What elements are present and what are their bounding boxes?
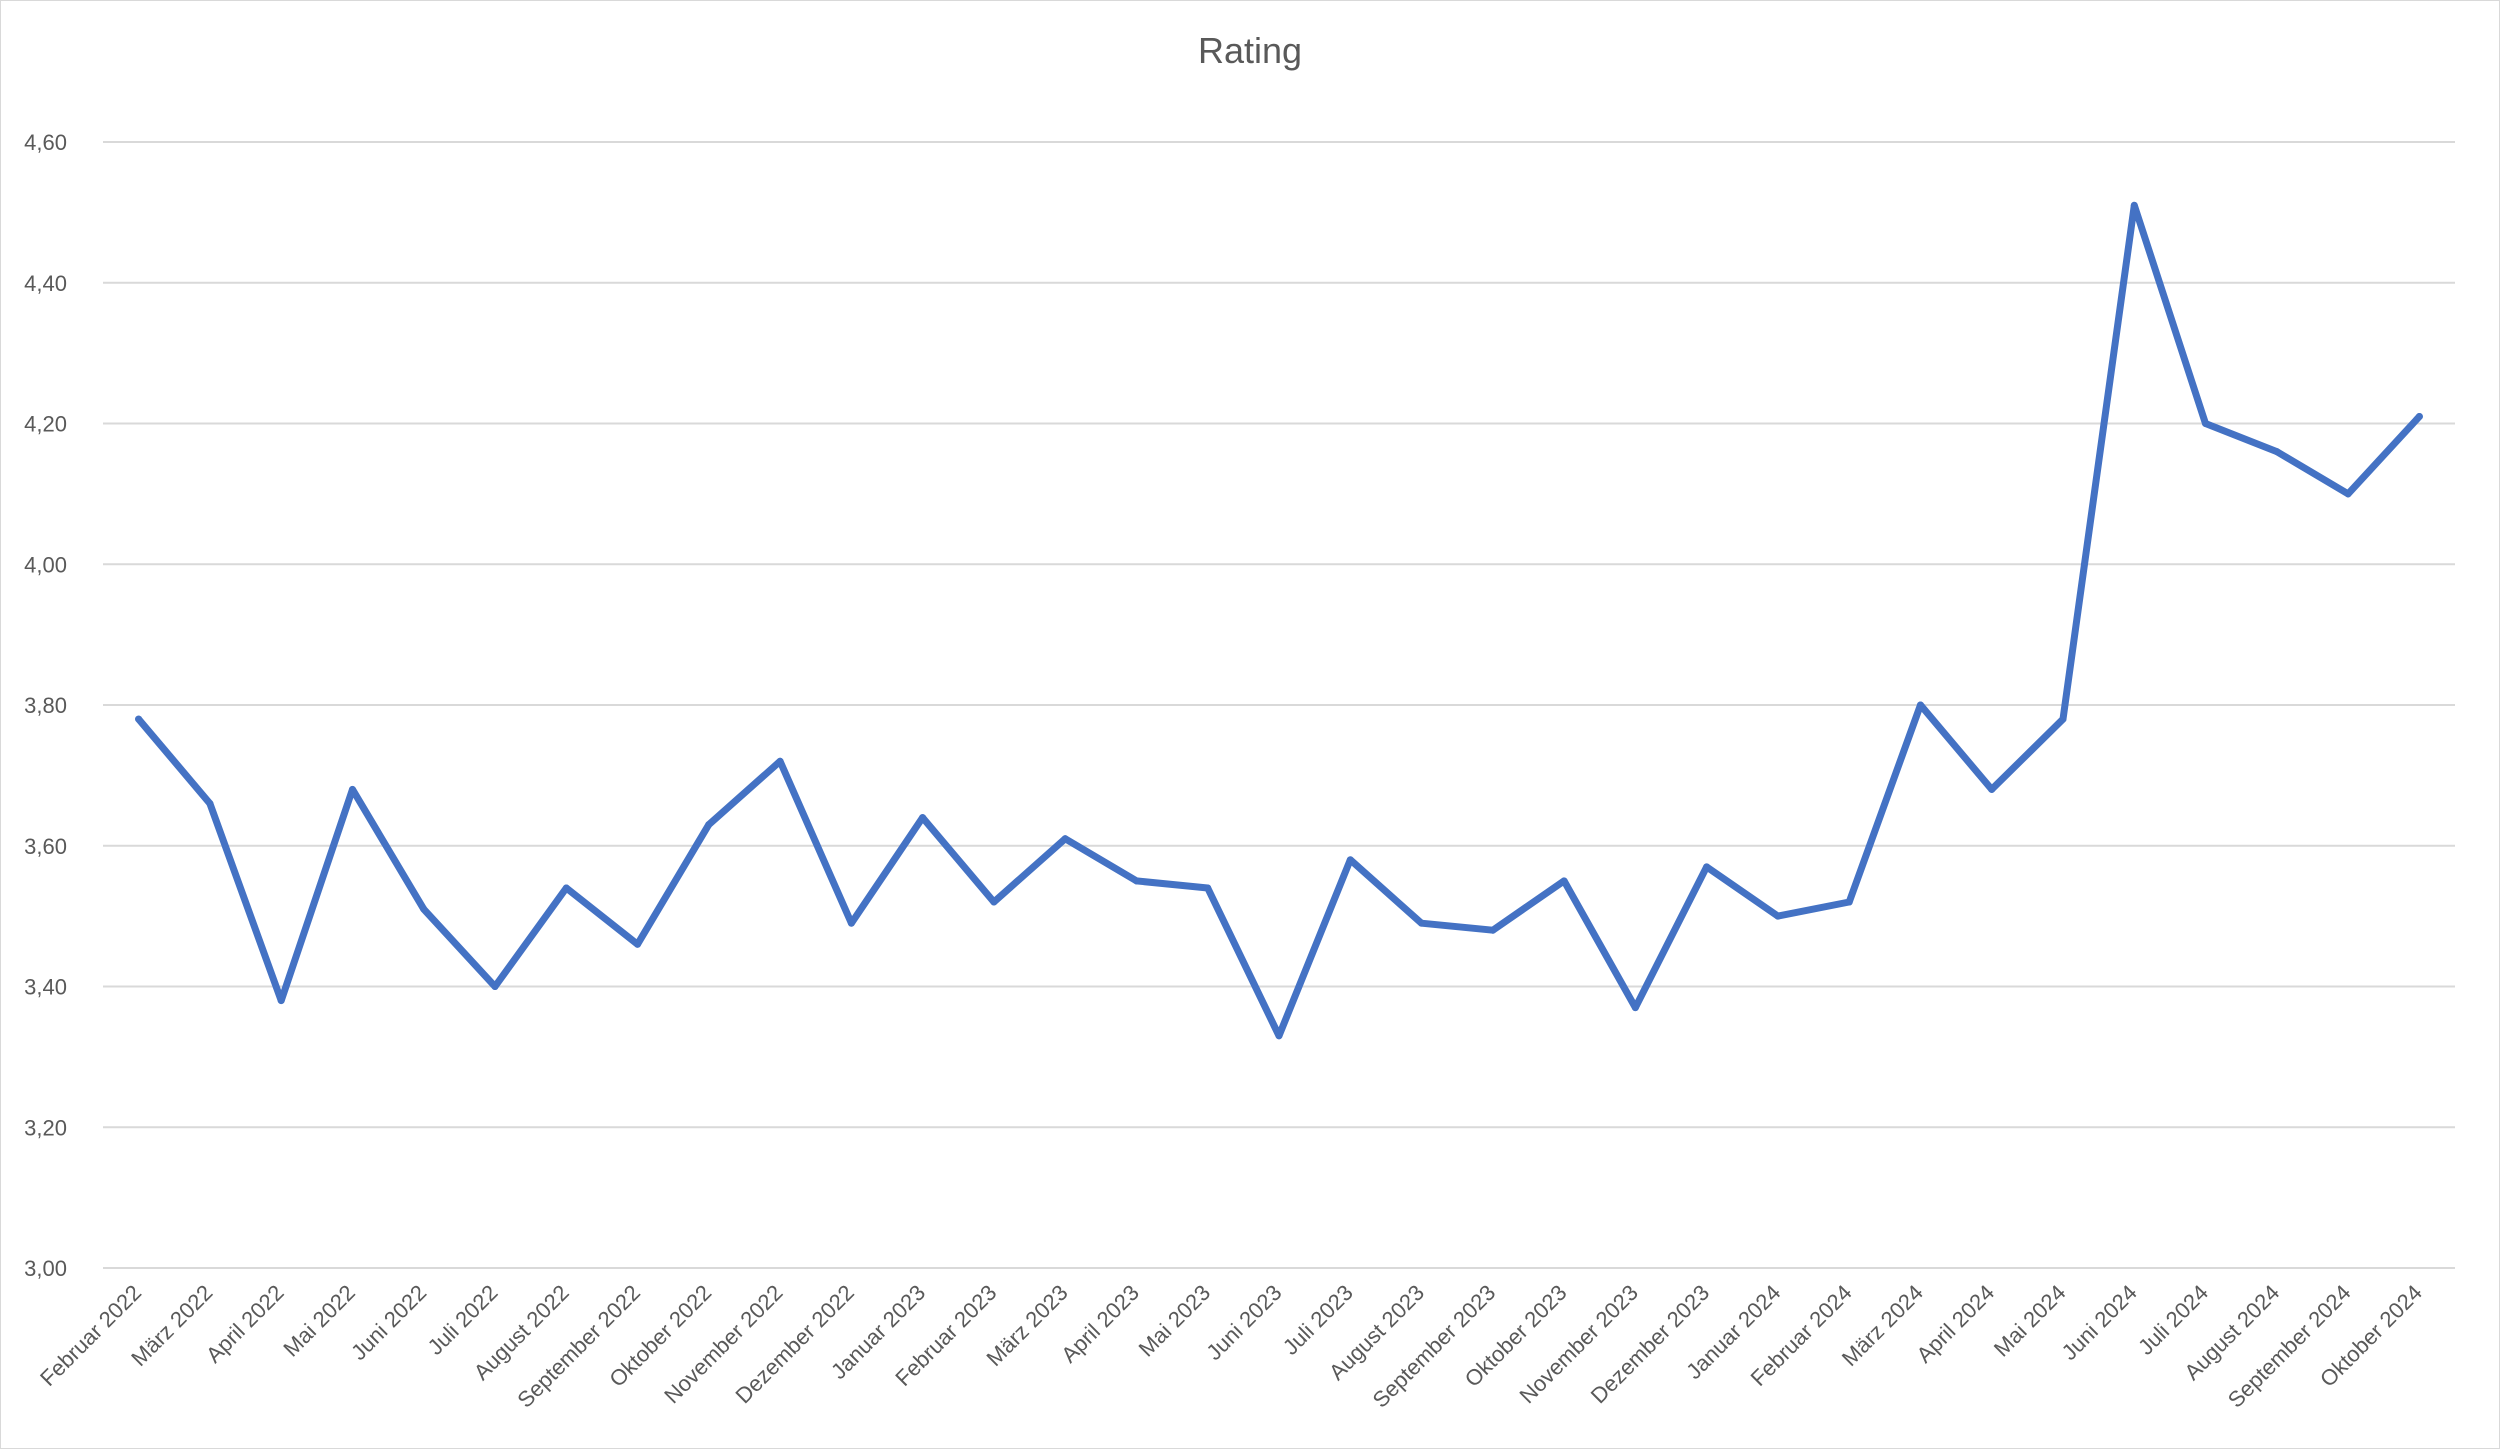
data-point: [1132, 877, 1140, 885]
data-point: [1774, 912, 1782, 920]
x-tick-label: September 2022: [512, 1280, 645, 1413]
data-point: [277, 997, 285, 1005]
data-point: [2202, 420, 2210, 427]
y-tick-label: 3,40: [24, 975, 67, 1000]
data-point: [1916, 701, 1924, 709]
chart-title: Rating: [1198, 30, 1302, 71]
data-point: [420, 905, 428, 913]
y-tick-label: 3,60: [24, 834, 67, 859]
data-point: [206, 800, 214, 808]
y-tick-label: 4,60: [24, 130, 67, 155]
data-point: [2130, 201, 2138, 209]
y-tick-label: 3,00: [24, 1256, 67, 1281]
data-point: [1988, 785, 1996, 793]
data-point: [348, 785, 356, 793]
x-tick-label: April 2024: [1912, 1280, 2000, 1368]
data-point: [1845, 898, 1853, 906]
x-tick-label: September 2023: [1368, 1280, 1501, 1413]
data-point: [776, 757, 784, 765]
data-point: [1061, 835, 1069, 843]
data-point: [634, 940, 642, 948]
x-tick-label: April 2022: [201, 1280, 289, 1368]
data-point: [135, 715, 143, 723]
data-point: [562, 884, 570, 892]
data-point: [2344, 490, 2352, 498]
y-tick-label: 3,20: [24, 1115, 67, 1140]
data-point: [919, 814, 927, 822]
x-tick-label: April 2023: [1056, 1280, 1144, 1368]
y-tick-label: 4,20: [24, 412, 67, 437]
data-point: [705, 821, 713, 829]
x-tick-label: Juni 2023: [1201, 1280, 1286, 1365]
data-point: [491, 983, 499, 990]
data-point: [1418, 919, 1426, 927]
y-tick-label: 4,00: [24, 552, 67, 577]
y-tick-label: 3,80: [24, 693, 67, 718]
data-point: [1631, 1004, 1639, 1012]
y-tick-label: 4,40: [24, 271, 67, 296]
x-tick-label: Februar 2022: [35, 1280, 146, 1391]
data-point: [2415, 412, 2423, 420]
x-tick-label: Juni 2022: [346, 1280, 431, 1365]
data-point: [847, 919, 855, 927]
data-point: [1346, 856, 1354, 864]
data-point: [1560, 877, 1568, 885]
data-point: [1275, 1032, 1283, 1040]
data-point: [990, 898, 998, 906]
x-tick-label: September 2024: [2223, 1280, 2356, 1413]
data-point: [2273, 448, 2281, 456]
data-point: [1204, 884, 1212, 892]
data-point: [2059, 715, 2067, 723]
series-line: [135, 201, 2423, 1040]
x-tick-label: Juni 2024: [2057, 1280, 2142, 1365]
data-point: [1489, 926, 1497, 934]
data-point: [1703, 863, 1711, 871]
